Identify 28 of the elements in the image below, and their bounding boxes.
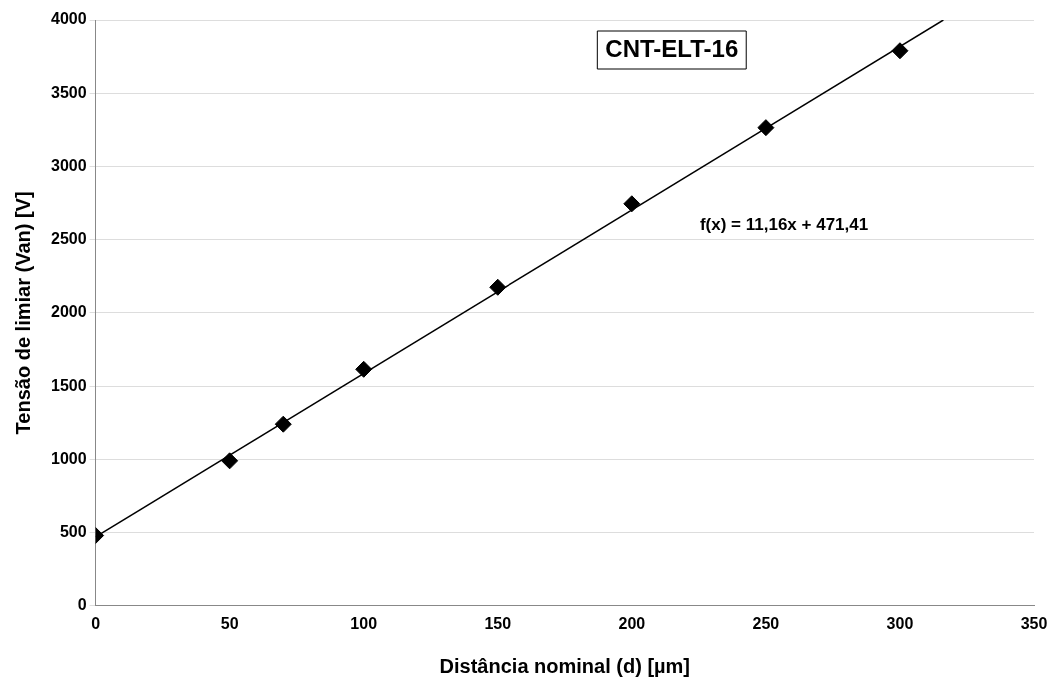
x-tick-label: 300 bbox=[886, 614, 914, 632]
point bbox=[355, 360, 373, 378]
point bbox=[489, 278, 507, 296]
x-tick-label: 150 bbox=[484, 614, 512, 632]
point bbox=[274, 415, 292, 433]
y-tick-label: 2500 bbox=[51, 230, 87, 248]
annotation: f(x) = 11,16x + 471,41 bbox=[699, 214, 869, 234]
y-tick-label: 2000 bbox=[51, 303, 87, 321]
x-tick-label: 350 bbox=[1020, 614, 1048, 632]
y-tick-label: 0 bbox=[77, 596, 87, 614]
point bbox=[891, 42, 909, 60]
y-axis-title: Tensão de limiar (Van) [V] bbox=[11, 191, 34, 435]
y-tick-label: 1500 bbox=[51, 376, 87, 394]
x-tick-label: 50 bbox=[220, 614, 239, 632]
x-tick-label: 100 bbox=[350, 614, 378, 632]
point bbox=[623, 195, 641, 213]
y-tick-label: 3500 bbox=[51, 83, 87, 101]
y-tick-label: 500 bbox=[59, 522, 87, 540]
x-tick-label: 200 bbox=[618, 614, 646, 632]
y-tick-label: 3000 bbox=[51, 156, 87, 174]
point bbox=[221, 452, 239, 470]
x-axis-title: Distância nominal (d) [µm] bbox=[439, 654, 691, 677]
point bbox=[757, 119, 775, 137]
x-tick-label: 0 bbox=[91, 614, 101, 632]
x-tick-label: 250 bbox=[752, 614, 780, 632]
y-tick-label: 1000 bbox=[51, 449, 87, 467]
text: CNT-ELT-16 bbox=[605, 34, 739, 62]
y-tick-label: 4000 bbox=[51, 10, 87, 28]
